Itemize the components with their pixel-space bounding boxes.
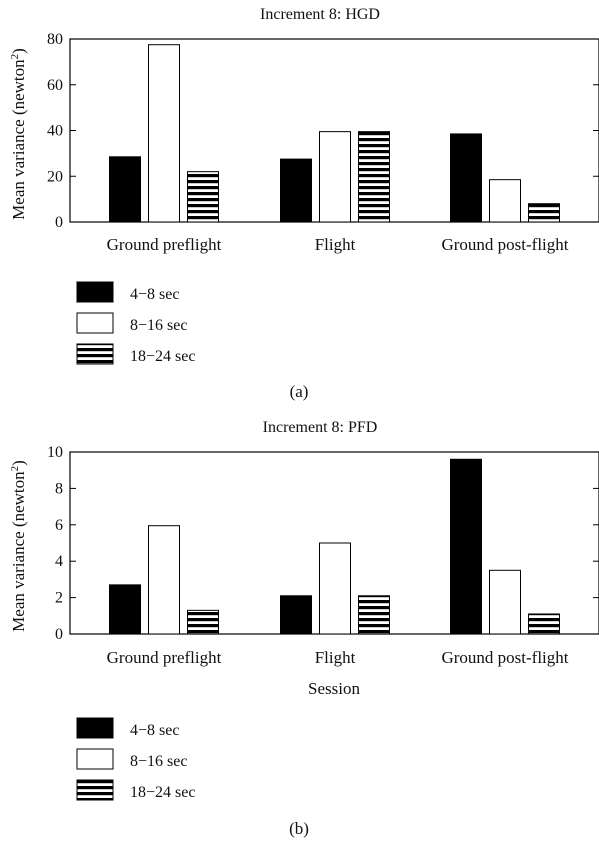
chart-b-x-category-flight: Flight	[315, 648, 356, 667]
chart-b-y-tick-label: 10	[47, 444, 63, 461]
chart-a-bar-ground-preflight-18-24	[187, 171, 219, 223]
chart-b-y-tick-label: 2	[55, 590, 63, 607]
legend-a-label-18-24: 18−24 sec	[130, 348, 195, 365]
chart-a-bar-ground-post-flight-18-24	[528, 203, 560, 223]
legend-a-swatch-8-16	[76, 312, 114, 334]
chart-a-legend: 4−8 sec 8−16 sec 18−24 sec	[76, 281, 195, 365]
chart-a-bar-ground-preflight-4-8	[109, 156, 141, 223]
chart-b-y-tick-label: 6	[55, 517, 63, 534]
chart-b-bar-flight-4-8	[280, 595, 312, 635]
chart-a-x-category-ground-post-flight: Ground post-flight	[441, 235, 568, 254]
chart-b-bar-ground-preflight-4-8	[109, 584, 141, 635]
legend-b-swatch-8-16	[76, 748, 114, 770]
legend-a-label-8-16: 8−16 sec	[130, 317, 187, 334]
chart-a-bar-ground-post-flight-8-16	[489, 179, 521, 223]
legend-b-label-4-8: 4−8 sec	[130, 722, 179, 739]
chart-b-bar-flight-18-24	[358, 595, 390, 635]
chart-a-y-tick-label: 60	[47, 77, 63, 94]
chart-b-y-tick-label: 4	[55, 553, 63, 570]
chart-panel-a: Increment 8: HGD Mean variance (newton2)…	[9, 6, 599, 401]
chart-b-bar-ground-post-flight-8-16	[489, 569, 521, 635]
chart-a-bar-ground-preflight-8-16	[148, 44, 180, 223]
panel-b-label: (b)	[289, 819, 309, 838]
chart-b-y-tick-label: 0	[55, 626, 63, 643]
legend-b-swatch-18-24	[76, 779, 114, 801]
chart-panel-b: Increment 8: PFD Mean variance (newton2)…	[9, 419, 599, 838]
chart-a-title: Increment 8: HGD	[260, 6, 380, 23]
legend-a-swatch-18-24	[76, 343, 114, 365]
chart-b-bar-ground-preflight-18-24	[187, 609, 219, 635]
chart-a-bar-flight-4-8	[280, 158, 312, 223]
chart-a-y-tick-label: 40	[47, 123, 63, 140]
chart-b-x-category-ground-post-flight: Ground post-flight	[441, 648, 568, 667]
chart-b-bar-ground-post-flight-4-8	[450, 458, 482, 635]
chart-b-bar-ground-post-flight-18-24	[528, 613, 560, 635]
chart-a-y-tick-label: 20	[47, 168, 63, 185]
chart-a-bar-flight-8-16	[319, 131, 351, 223]
chart-b-x-axis-label: Session	[308, 679, 360, 698]
chart-b-y-axis-label: Mean variance (newton2)	[9, 460, 28, 632]
chart-a-bar-flight-18-24	[358, 131, 390, 223]
chart-a-bar-ground-post-flight-4-8	[450, 133, 482, 223]
chart-b-title: Increment 8: PFD	[263, 419, 378, 436]
chart-b-bar-ground-preflight-8-16	[148, 525, 180, 635]
chart-a-y-tick-label: 0	[55, 214, 63, 231]
legend-b-swatch-4-8	[76, 717, 114, 739]
legend-b-label-18-24: 18−24 sec	[130, 784, 195, 801]
chart-b-y-tick-label: 8	[55, 480, 63, 497]
panel-a-label: (a)	[290, 382, 309, 401]
legend-a-label-4-8: 4−8 sec	[130, 286, 179, 303]
chart-b-x-category-ground-preflight: Ground preflight	[107, 648, 222, 667]
chart-a-y-axis-label: Mean variance (newton2)	[9, 48, 28, 220]
legend-b-label-8-16: 8−16 sec	[130, 753, 187, 770]
chart-b-bar-flight-8-16	[319, 542, 351, 635]
chart-a-x-category-flight: Flight	[315, 235, 356, 254]
chart-b-legend: 4−8 sec 8−16 sec 18−24 sec	[76, 717, 195, 801]
chart-a-x-category-ground-preflight: Ground preflight	[107, 235, 222, 254]
legend-a-swatch-4-8	[76, 281, 114, 303]
chart-a-y-tick-label: 80	[47, 31, 63, 48]
